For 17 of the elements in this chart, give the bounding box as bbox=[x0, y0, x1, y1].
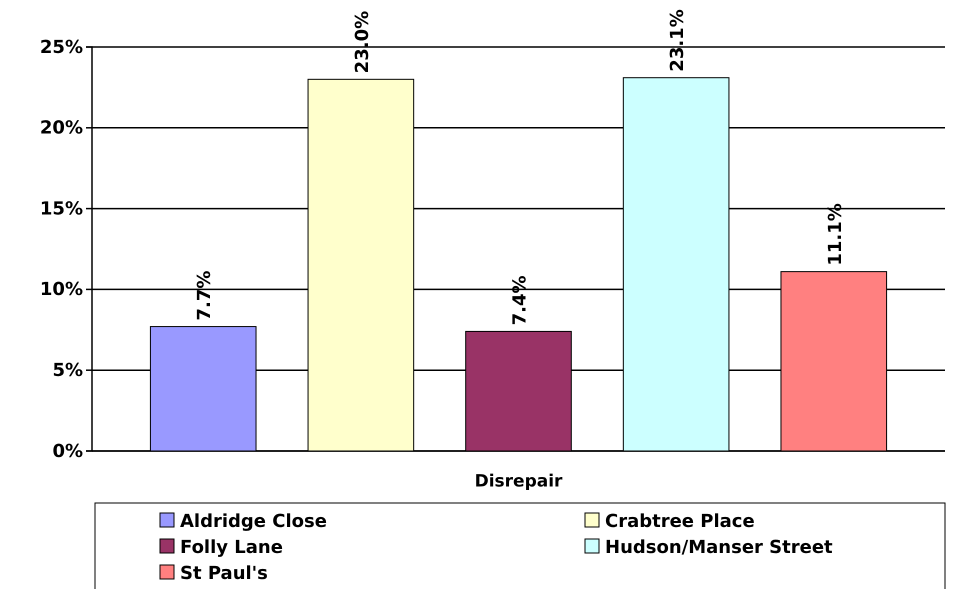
data-label: 7.7% bbox=[194, 270, 216, 321]
data-label: 7.4% bbox=[510, 275, 530, 326]
y-tick-label: 10% bbox=[40, 279, 83, 300]
legend-label: Crabtree Place bbox=[605, 511, 755, 532]
y-tick-label: 15% bbox=[40, 198, 83, 220]
legend-label: St Paul's bbox=[180, 563, 268, 584]
y-tick-label: 5% bbox=[52, 360, 83, 381]
y-tick-label: 20% bbox=[40, 118, 83, 139]
legend-label: Aldridge Close bbox=[180, 511, 327, 532]
legend-label: Hudson/Manser Street bbox=[605, 537, 834, 558]
y-tick-label: 25% bbox=[40, 36, 83, 58]
data-label: 23.1% bbox=[667, 9, 688, 72]
x-tick-label: Disrepair bbox=[474, 471, 564, 492]
y-tick-label: 0% bbox=[52, 440, 83, 462]
data-label: 11.1% bbox=[824, 203, 846, 266]
legend-label: Folly Lane bbox=[180, 537, 283, 558]
data-label: 23.0% bbox=[352, 10, 373, 74]
